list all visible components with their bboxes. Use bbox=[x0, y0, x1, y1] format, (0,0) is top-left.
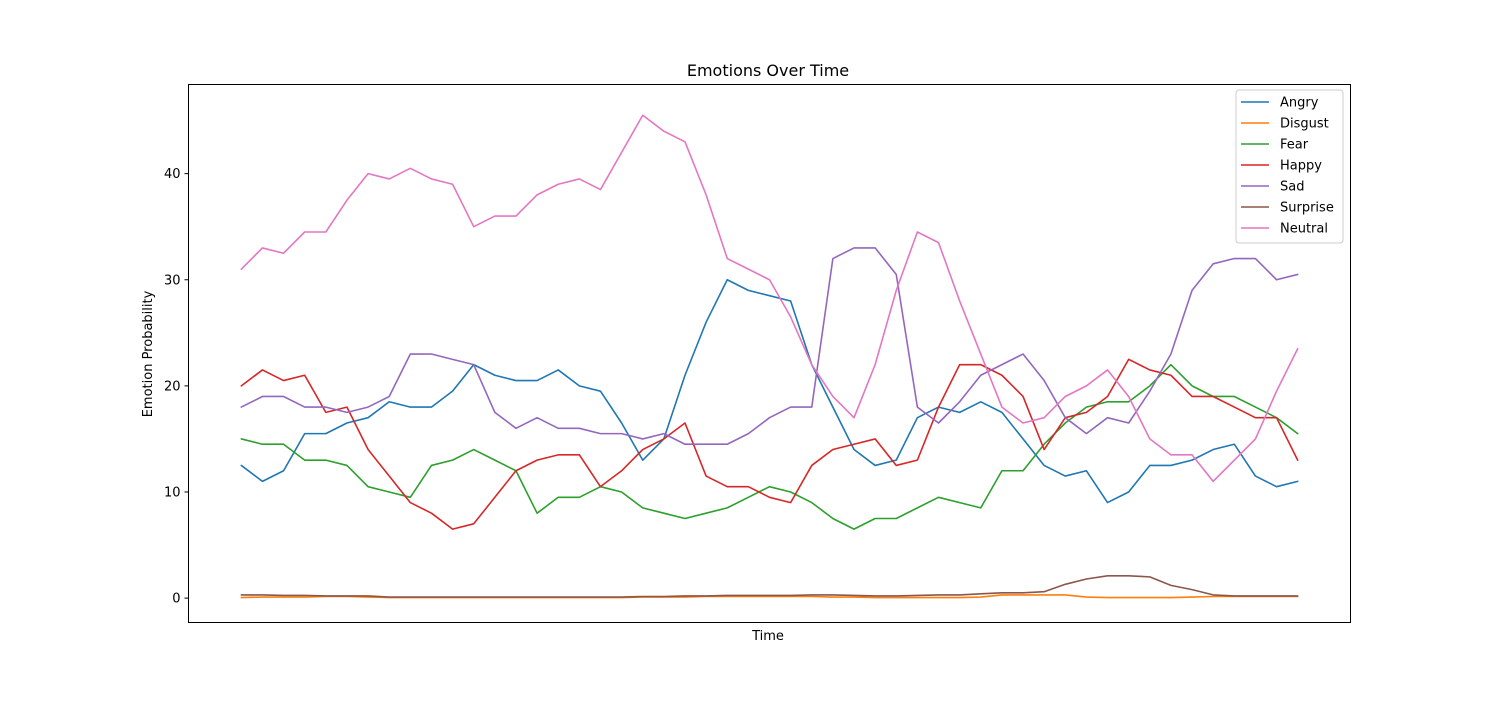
y-tick-label: 20 bbox=[164, 379, 181, 394]
legend-label-angry: Angry bbox=[1280, 96, 1319, 111]
y-tick-label: 0 bbox=[172, 592, 180, 607]
legend-box bbox=[1235, 89, 1344, 244]
legend-label-disgust: Disgust bbox=[1280, 117, 1329, 132]
series-line-happy bbox=[240, 358, 1299, 530]
series-line-angry bbox=[240, 278, 1299, 504]
series-layer bbox=[240, 114, 1299, 599]
y-axis-ticks: 0 10 20 30 40 bbox=[164, 167, 189, 607]
y-tick-label: 10 bbox=[164, 485, 181, 500]
y-tick-label: 30 bbox=[164, 273, 181, 288]
series-line-sad bbox=[240, 247, 1299, 446]
plot-area-frame bbox=[188, 84, 1351, 623]
series-line-surprise bbox=[240, 575, 1299, 598]
y-tick-label: 40 bbox=[164, 167, 181, 182]
series-line-neutral bbox=[240, 114, 1299, 483]
x-axis-label: Time bbox=[751, 629, 784, 644]
legend: Angry Disgust Fear Happy Sad Surprise Neutral bbox=[1235, 89, 1344, 244]
y-axis-label: Emotion Probability bbox=[141, 290, 156, 417]
legend-label-fear: Fear bbox=[1280, 138, 1309, 153]
legend-label-happy: Happy bbox=[1280, 159, 1322, 174]
chart-title: Emotions Over Time bbox=[687, 61, 849, 80]
legend-label-neutral: Neutral bbox=[1280, 222, 1328, 237]
legend-label-sad: Sad bbox=[1280, 180, 1304, 195]
legend-label-surprise: Surprise bbox=[1280, 201, 1334, 216]
series-line-fear bbox=[240, 363, 1299, 530]
